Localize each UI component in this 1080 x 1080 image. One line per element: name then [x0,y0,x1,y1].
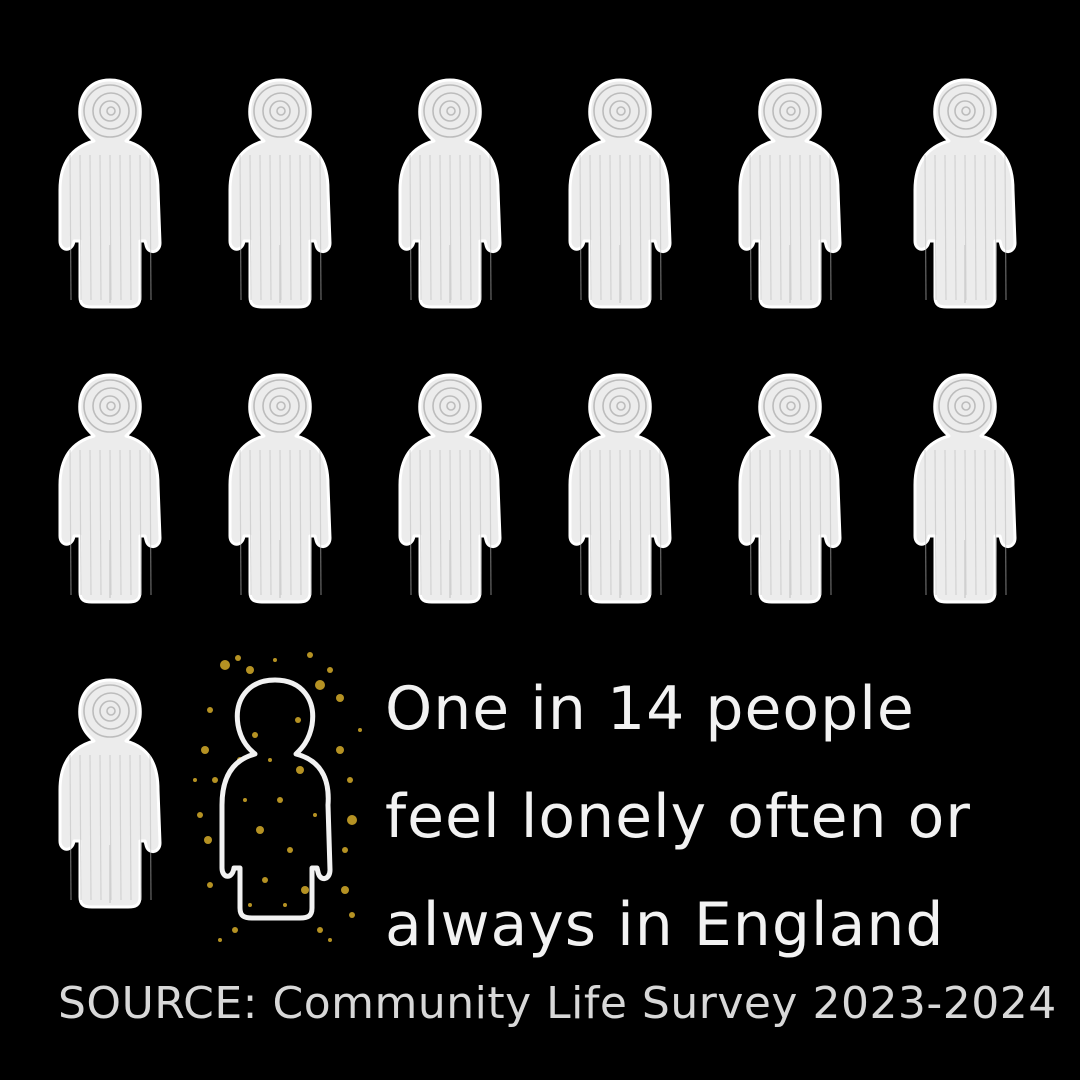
highlighted-person [180,640,370,950]
person-figure [730,360,850,610]
chalk-person-icon [58,678,162,909]
splatter-dot [256,826,264,834]
person-figure [730,65,850,315]
splatter-dot [193,778,197,782]
splatter-dot [301,886,309,894]
splatter-dot [349,912,355,918]
splatter-dot [307,652,313,658]
splatter-dot [317,927,323,933]
person-figure [390,65,510,315]
chalk-person-icon [398,78,502,309]
chalk-person-icon [228,373,332,604]
headline-line-2: feel lonely often or [385,782,971,852]
splatter-dot [347,777,353,783]
splatter-dot [336,746,344,754]
splatter-dot [262,877,268,883]
splatter-dot [283,903,287,907]
splatter-dot [235,655,241,661]
chalk-person-icon [913,78,1017,309]
person-figure [560,360,680,610]
splatter-dot [327,667,333,673]
person-figure [50,665,170,915]
chalk-person-icon [913,373,1017,604]
splatter-dot [207,707,213,713]
chalk-person-icon [58,373,162,604]
splatter-dot [204,836,212,844]
splatter-dot [358,728,362,732]
splatter-dot [287,847,293,853]
chalk-person-icon [738,373,842,604]
source-note: SOURCE: Community Life Survey 2023-2024 [58,978,1057,1029]
person-figure [220,360,340,610]
splatter-dot [273,658,277,662]
splatter-dot [207,882,213,888]
outlined-person-icon [193,652,362,942]
person-figure [560,65,680,315]
person-figure [50,65,170,315]
splatter-dot [336,694,344,702]
chalk-person-icon [568,78,672,309]
person-figure [220,65,340,315]
splatter-dot [218,938,222,942]
splatter-dot [220,660,230,670]
chalk-person-icon [58,78,162,309]
splatter-dot [328,938,332,942]
splatter-dot [212,777,218,783]
splatter-dot [246,666,254,674]
splatter-dot [248,903,252,907]
chalk-person-icon [228,78,332,309]
splatter-dot [232,927,238,933]
splatter-dot [252,732,258,738]
splatter-dot [313,813,317,817]
splatter-dot [296,766,304,774]
headline-line-3: always in England [385,890,945,960]
splatter-dot [347,815,357,825]
splatter-dot [341,886,349,894]
splatter-dot [201,746,209,754]
person-figure [905,65,1025,315]
splatter-dot [268,758,272,762]
splatter-dot [315,680,325,690]
splatter-dot [277,797,283,803]
chalk-person-icon [398,373,502,604]
splatter-dot [243,798,247,802]
person-figure [50,360,170,610]
chalk-person-icon [568,373,672,604]
headline: One in 14 people feel lonely often or al… [385,655,1065,979]
person-figure [905,360,1025,610]
splatter-dot [197,812,203,818]
chalk-person-icon [738,78,842,309]
headline-line-1: One in 14 people [385,674,915,744]
splatter-dot [342,847,348,853]
person-figure [390,360,510,610]
splatter-dot [295,717,301,723]
